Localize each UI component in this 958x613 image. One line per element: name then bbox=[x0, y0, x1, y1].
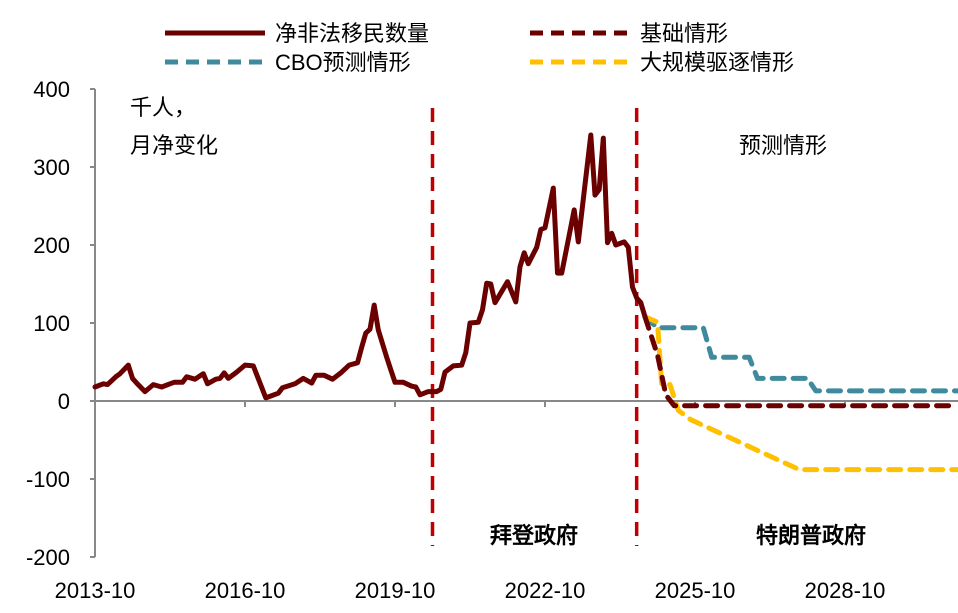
annotation-biden: 拜登政府 bbox=[490, 523, 578, 548]
unit-label-line-2: 月净变化 bbox=[130, 133, 218, 158]
y-tick-label: 0 bbox=[58, 389, 70, 414]
series-deport-line bbox=[645, 317, 958, 470]
legend-label: 大规模驱逐情形 bbox=[640, 50, 794, 75]
y-tick-label: -200 bbox=[26, 545, 70, 570]
annotation-trump: 特朗普政府 bbox=[756, 523, 866, 548]
y-tick-label: 400 bbox=[33, 77, 70, 102]
y-tick-label: 300 bbox=[33, 155, 70, 180]
x-tick-label: 2019-10 bbox=[355, 578, 436, 603]
y-tick-label: 100 bbox=[33, 311, 70, 336]
legend-label: 净非法移民数量 bbox=[275, 21, 429, 46]
unit-label-line-1: 千人， bbox=[130, 95, 196, 120]
annotation-forecast: 预测情形 bbox=[739, 133, 827, 158]
y-tick-label: 200 bbox=[33, 233, 70, 258]
y-tick-label: -100 bbox=[26, 467, 70, 492]
x-tick-label: 2013-10 bbox=[55, 578, 136, 603]
x-tick-label: 2016-10 bbox=[205, 578, 286, 603]
x-tick-label: 2022-10 bbox=[505, 578, 586, 603]
legend: 净非法移民数量 基础情形 CBO预测情形 大规模驱逐情形 bbox=[165, 21, 794, 75]
legend-label: 基础情形 bbox=[640, 21, 728, 46]
legend-label: CBO预测情形 bbox=[275, 50, 411, 75]
series-lines bbox=[95, 135, 958, 470]
series-cbo-line bbox=[645, 317, 958, 391]
x-tick-label: 2028-10 bbox=[805, 578, 886, 603]
x-tick-label: 2025-10 bbox=[655, 578, 736, 603]
series-actual-line bbox=[95, 135, 645, 398]
